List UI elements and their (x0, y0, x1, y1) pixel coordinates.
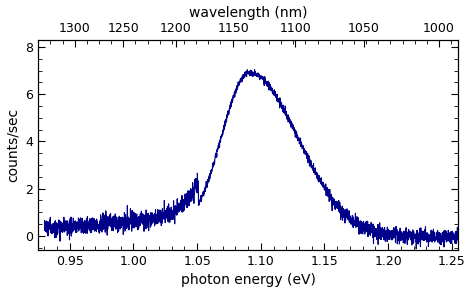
Y-axis label: counts/sec: counts/sec (6, 108, 19, 182)
X-axis label: wavelength (nm): wavelength (nm) (189, 6, 307, 20)
X-axis label: photon energy (eV): photon energy (eV) (181, 273, 315, 287)
